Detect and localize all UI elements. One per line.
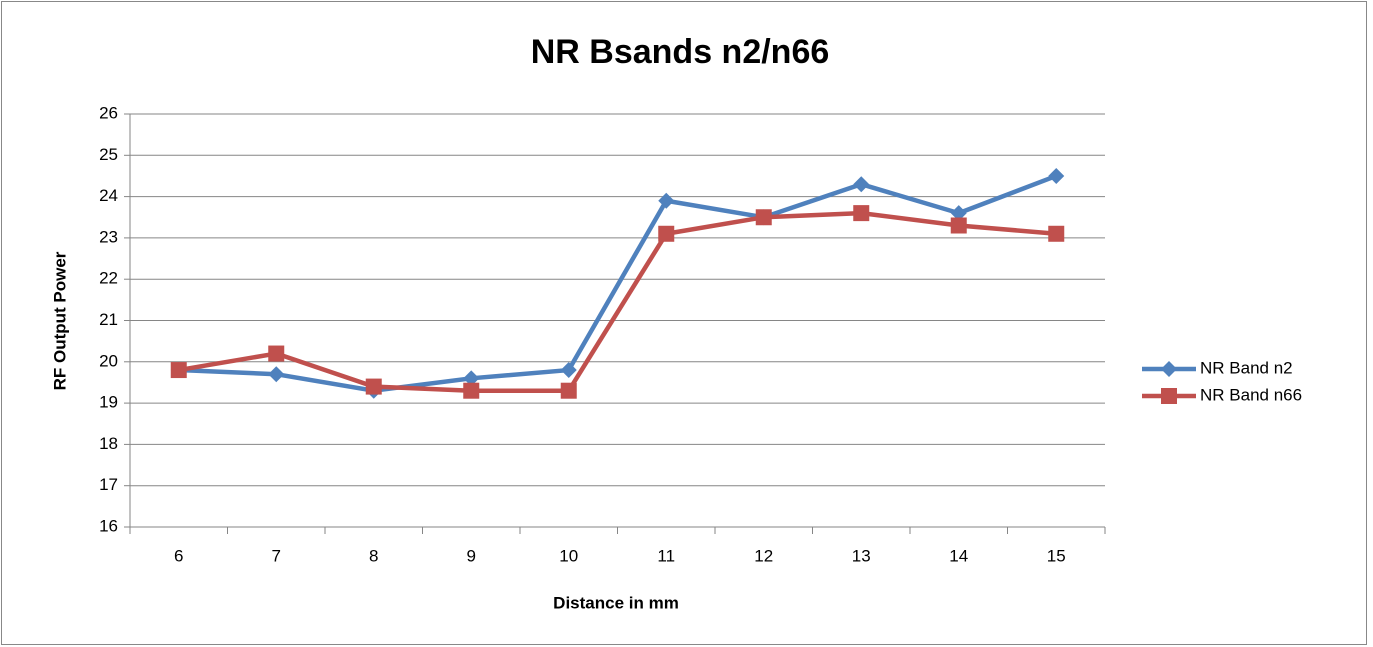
x-tick-label: 6 [174, 546, 183, 565]
y-tick-label: 20 [99, 351, 118, 370]
y-tick-label: 24 [99, 186, 118, 205]
data-point [365, 378, 382, 395]
legend-marker [1161, 388, 1177, 404]
series-line [178, 210, 1057, 393]
x-tick-label: 7 [272, 546, 281, 565]
legend-label: NR Band n2 [1200, 358, 1293, 377]
data-point [560, 362, 577, 379]
x-axis-title: Distance in mm [553, 593, 679, 612]
x-tick-label: 15 [1047, 546, 1066, 565]
x-tick-label: 12 [754, 546, 773, 565]
legend-label: NR Band n66 [1200, 385, 1302, 404]
y-tick-label: 26 [99, 103, 118, 122]
data-point [560, 382, 577, 399]
data-point [853, 176, 870, 193]
x-tick-label: 10 [559, 546, 578, 565]
y-tick-label: 19 [99, 393, 118, 412]
y-tick-label: 25 [99, 145, 118, 164]
x-tick-label: 13 [852, 546, 871, 565]
data-point [268, 345, 285, 362]
data-point [170, 362, 187, 379]
y-tick-label: 21 [99, 310, 118, 329]
data-point [463, 382, 480, 399]
y-tick-label: 22 [99, 269, 118, 288]
y-axis-title: RF Output Power [50, 251, 69, 390]
y-tick-label: 17 [99, 475, 118, 494]
x-tick-label: 9 [467, 546, 476, 565]
data-point [950, 217, 967, 234]
data-point [658, 192, 675, 209]
y-tick-label: 16 [99, 516, 118, 535]
legend-marker [1161, 361, 1177, 377]
data-point [658, 225, 675, 242]
x-tick-label: 11 [657, 546, 675, 565]
series-line [178, 173, 1058, 393]
data-point [853, 205, 870, 222]
x-tick-label: 14 [949, 546, 968, 565]
y-tick-label: 23 [99, 227, 118, 246]
y-tick-label: 18 [99, 434, 118, 453]
x-tick-label: 8 [369, 546, 378, 565]
chart-title: NR Bsands n2/n66 [531, 33, 830, 71]
data-point [950, 205, 967, 222]
data-point [463, 370, 480, 387]
data-point [755, 209, 772, 226]
data-point [268, 366, 285, 383]
data-point [1048, 225, 1065, 242]
data-point [1048, 167, 1065, 184]
